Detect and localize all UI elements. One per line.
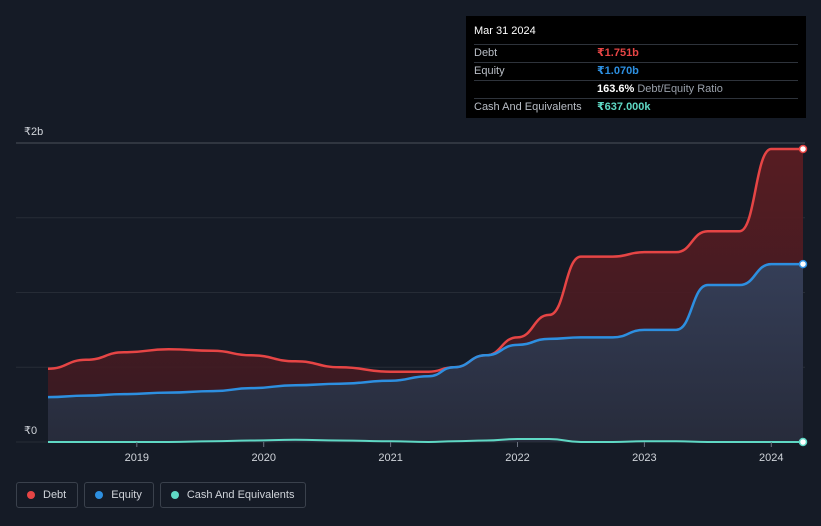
legend-item-cash-and-equivalents[interactable]: Cash And Equivalents [159, 482, 307, 508]
equity-area [48, 264, 803, 442]
tooltip-label: Equity [474, 65, 505, 77]
series-lines [47, 147, 803, 444]
legend-item-debt[interactable]: Debt [16, 482, 79, 508]
legend-label: Cash And Equivalents [186, 489, 295, 501]
equity-endpoint [798, 259, 808, 269]
series-areas [48, 148, 803, 443]
x-tick-label: 2022 [505, 452, 529, 464]
tooltip-extra: Debt/Equity Ratio [637, 83, 723, 95]
legend: Debt Equity Cash And Equivalents [16, 482, 307, 508]
tooltip: Mar 31 2024 Debt ₹1.751b Equity ₹1.070b 163.… [466, 16, 806, 118]
cash-line [48, 438, 803, 444]
x-tick-label: 2021 [378, 452, 402, 464]
legend-label: Equity [111, 489, 142, 501]
tooltip-label: Debt [474, 47, 498, 59]
tooltip-label: Cash And Equivalents [474, 101, 582, 113]
tooltip-value: ₹637.000k [597, 101, 651, 113]
legend-item-equity[interactable]: Equity [84, 482, 154, 508]
tooltip-row: 163.6% Debt/Equity Ratio [474, 81, 798, 99]
x-tick-label: 2020 [251, 452, 275, 464]
tooltip-label [474, 81, 597, 98]
tooltip-value: 163.6% [597, 83, 635, 95]
tooltip-value: ₹1.070b [597, 65, 639, 77]
legend-dot-icon [27, 491, 35, 499]
y-tick-label: ₹0 [24, 425, 37, 437]
legend-dot-icon [95, 491, 104, 499]
tooltip-row: Equity ₹1.070b [474, 63, 798, 81]
debt-endpoint [798, 144, 808, 154]
legend-dot-icon [170, 491, 179, 499]
legend-label: Debt [43, 489, 67, 501]
tooltip-date: Mar 31 2024 [474, 22, 798, 45]
x-tick-label: 2019 [125, 452, 149, 464]
tooltip-value: ₹1.751b [597, 47, 639, 59]
x-axis: 2019 2020 2021 2022 2023 2024 [125, 442, 784, 464]
cash-endpoint [798, 437, 808, 447]
equity-line [47, 262, 803, 399]
x-tick-label: 2023 [632, 452, 656, 464]
y-tick-label: ₹2b [24, 126, 43, 138]
x-tick-label: 2024 [759, 452, 783, 464]
tooltip-row: Cash And Equivalents ₹637.000k [474, 99, 798, 116]
tooltip-row: Debt ₹1.751b [474, 45, 798, 63]
y-axis: ₹2b ₹0 [24, 126, 43, 437]
series-endpoints [798, 144, 808, 447]
